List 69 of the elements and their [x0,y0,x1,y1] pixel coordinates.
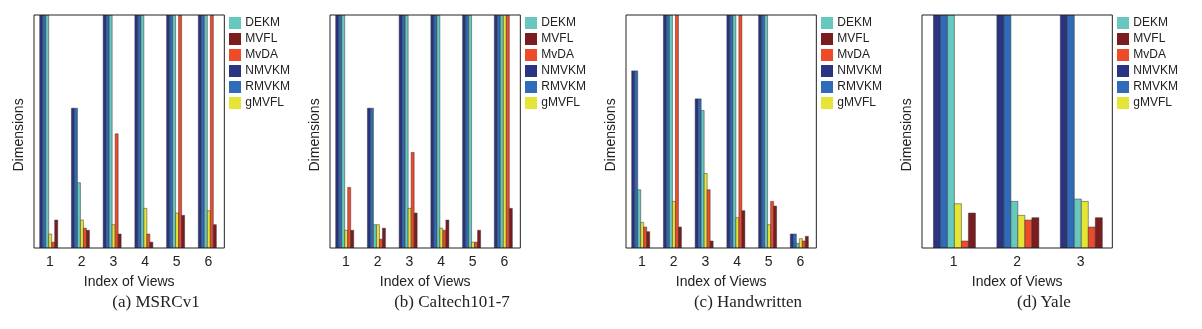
bar [773,205,777,248]
legend-label: DEKM [245,15,280,29]
y-axis-title: Dimensions [897,98,914,172]
bar [178,15,182,248]
x-tick-label: 2 [77,252,86,269]
bar [382,227,386,248]
bar [114,133,119,248]
bar [210,15,214,248]
legend-label: MvDA [541,47,574,61]
legend-label: MVFL [245,31,278,45]
x-tick-label: 5 [764,252,773,269]
legend-label: NMVKM [541,63,586,77]
legend-label: RMVKM [837,79,882,93]
y-axis-title: Dimensions [305,98,322,172]
legend-label: gMVFL [837,95,877,109]
x-tick-label: 3 [701,252,710,269]
x-tick-label: 6 [796,252,805,269]
legend-label: DEKM [541,15,576,29]
bar [410,152,415,248]
x-tick-label: 1 [45,252,54,269]
x-axis-title: Index of Views [379,273,471,289]
legend-label: MVFL [541,31,574,45]
legend-label: gMVFL [245,95,285,109]
text: (b) Caltech101-7 [393,292,511,312]
x-tick-label: 6 [204,252,213,269]
x-tick-label: 3 [405,252,414,269]
x-tick-label: 4 [141,252,150,269]
y-axis-title: Dimensions [9,98,26,172]
legend-label: MvDA [837,47,870,61]
bar [347,187,351,248]
x-axis-title: Index of Views [83,273,175,289]
text: (c) Handwritten [692,292,804,312]
bar [643,226,647,248]
text: (d) Yale [1016,292,1072,312]
x-tick-label: 4 [733,252,742,269]
legend-label: NMVKM [1133,63,1178,77]
legend-label: DEKM [837,15,872,29]
x-tick-label: 6 [500,252,509,269]
legend-label: NMVKM [245,63,290,77]
bar [477,230,481,248]
legend-label: gMVFL [541,95,581,109]
x-tick-label: 1 [341,252,350,269]
text: (a) MSRCv1 [111,292,201,312]
legend-label: DEKM [1133,15,1168,29]
y-axis-title: Dimensions [601,98,618,172]
legend-label: MvDA [245,47,278,61]
legend-label: NMVKM [837,63,882,77]
legend-label: MVFL [1133,31,1166,45]
x-tick-label: 5 [468,252,477,269]
x-tick-label: 1 [637,252,646,269]
legend-label: RMVKM [541,79,586,93]
legend-label: RMVKM [245,79,290,93]
x-tick-label: 2 [1013,252,1022,269]
x-tick-label: 4 [437,252,446,269]
x-tick-label: 2 [373,252,382,269]
legend-label: RMVKM [1133,79,1178,93]
x-tick-label: 2 [669,252,678,269]
bar [675,15,679,248]
legend-label: gMVFL [1133,95,1173,109]
legend-label: MvDA [1133,47,1166,61]
legend-label: MVFL [837,31,870,45]
x-tick-label: 3 [109,252,118,269]
bar [54,219,58,248]
bar [805,236,809,248]
x-axis-title: Index of Views [675,273,767,289]
x-tick-label: 1 [949,252,958,269]
x-tick-label: 5 [172,252,181,269]
x-axis-title: Index of Views [971,273,1063,289]
x-tick-label: 3 [1076,252,1085,269]
